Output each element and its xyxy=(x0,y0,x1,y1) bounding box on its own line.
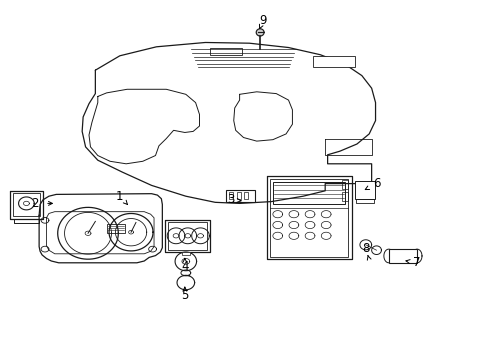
Polygon shape xyxy=(89,89,199,164)
Polygon shape xyxy=(233,92,292,141)
Bar xyxy=(342,180,347,189)
Bar xyxy=(210,48,242,55)
Polygon shape xyxy=(82,42,375,203)
Bar xyxy=(228,192,232,199)
Bar xyxy=(225,190,255,202)
Bar xyxy=(106,224,125,233)
Polygon shape xyxy=(39,194,162,263)
Text: 6: 6 xyxy=(372,177,380,190)
Bar xyxy=(354,181,374,199)
Polygon shape xyxy=(10,191,43,219)
Text: 2: 2 xyxy=(31,197,39,210)
Bar xyxy=(182,252,189,255)
Bar xyxy=(13,193,40,216)
Polygon shape xyxy=(256,29,264,36)
Text: 5: 5 xyxy=(181,289,188,302)
Bar xyxy=(269,179,347,257)
Bar xyxy=(244,192,248,199)
Text: 1: 1 xyxy=(116,190,123,203)
Bar xyxy=(388,249,416,263)
Text: 3: 3 xyxy=(226,193,234,206)
Polygon shape xyxy=(14,219,39,223)
Text: 7: 7 xyxy=(412,256,420,269)
Polygon shape xyxy=(325,139,371,155)
Text: 9: 9 xyxy=(259,14,266,27)
Polygon shape xyxy=(266,176,351,259)
Bar xyxy=(342,192,347,201)
Polygon shape xyxy=(46,212,154,254)
Bar xyxy=(236,192,240,199)
Bar xyxy=(168,222,207,250)
Bar xyxy=(272,182,345,204)
Polygon shape xyxy=(165,220,210,252)
Polygon shape xyxy=(355,199,373,203)
Text: 4: 4 xyxy=(181,260,188,273)
Text: 8: 8 xyxy=(361,242,369,255)
Bar xyxy=(312,56,354,67)
